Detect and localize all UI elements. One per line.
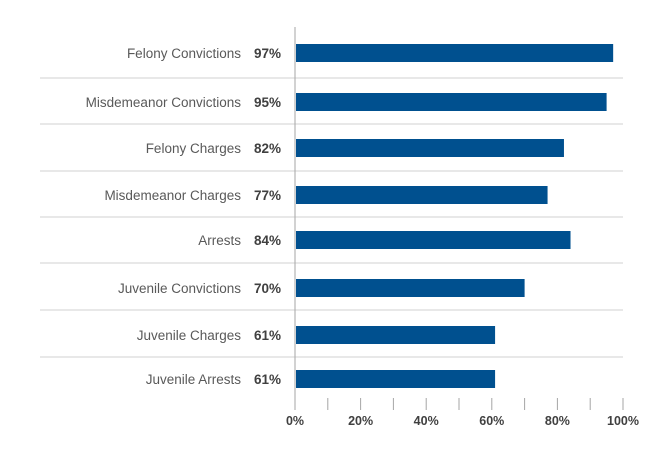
category-label: Felony Charges [146, 141, 242, 156]
value-label: 84% [254, 233, 281, 248]
value-label: 95% [254, 95, 281, 110]
category-label: Misdemeanor Convictions [86, 95, 242, 110]
bar [296, 279, 525, 297]
bar [296, 139, 564, 157]
category-label: Arrests [198, 233, 241, 248]
x-tick-label: 100% [607, 414, 639, 428]
category-label: Misdemeanor Charges [104, 188, 241, 203]
x-tick-label: 0% [286, 414, 304, 428]
value-label: 61% [254, 372, 281, 387]
bar [296, 93, 607, 111]
value-label: 77% [254, 188, 281, 203]
x-tick-label: 80% [545, 414, 570, 428]
category-label: Juvenile Convictions [118, 281, 241, 296]
bar [296, 186, 548, 204]
value-label: 82% [254, 141, 281, 156]
bar [296, 370, 496, 388]
bar [296, 44, 614, 62]
value-label: 97% [254, 46, 281, 61]
bar [296, 326, 496, 344]
x-tick-label: 40% [414, 414, 439, 428]
category-label: Felony Convictions [127, 46, 241, 61]
x-tick-label: 20% [348, 414, 373, 428]
category-label: Juvenile Arrests [146, 372, 242, 387]
value-label: 61% [254, 328, 281, 343]
bar [296, 231, 571, 249]
x-tick-label: 60% [479, 414, 504, 428]
value-label: 70% [254, 281, 281, 296]
category-label: Juvenile Charges [137, 328, 242, 343]
